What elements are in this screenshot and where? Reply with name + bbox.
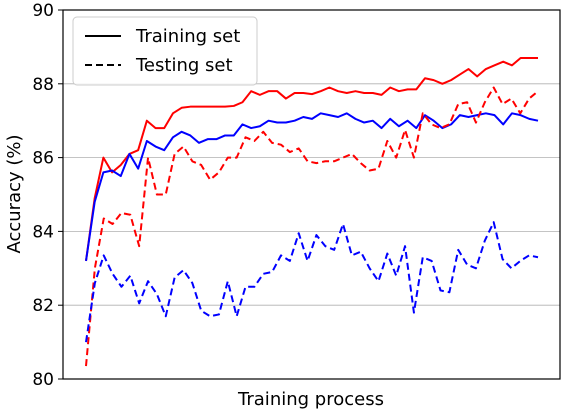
y-tick-label: 80 xyxy=(32,370,54,390)
series-line-blue-dashed xyxy=(85,221,539,343)
grid-lines xyxy=(63,83,560,306)
x-axis-label: Training process xyxy=(237,389,384,410)
y-ticks: 80 82 84 86 88 90 xyxy=(32,1,63,390)
series-line-blue-solid xyxy=(85,112,539,262)
legend: Training set Testing set xyxy=(72,16,258,86)
series-line-red-dashed xyxy=(85,86,539,367)
y-tick-label: 82 xyxy=(32,296,54,316)
y-axis-label: Accuracy (%) xyxy=(4,134,25,253)
y-tick-label: 86 xyxy=(32,149,54,169)
series-lines xyxy=(85,56,539,367)
legend-box xyxy=(72,16,258,86)
legend-label-training: Training set xyxy=(135,26,240,47)
y-tick-label: 88 xyxy=(32,75,54,95)
plot-frame xyxy=(62,9,561,380)
legend-label-testing: Testing set xyxy=(135,55,233,76)
y-tick-label: 90 xyxy=(32,1,54,21)
series-line-red-solid xyxy=(85,56,538,262)
y-tick-label: 84 xyxy=(32,222,54,242)
